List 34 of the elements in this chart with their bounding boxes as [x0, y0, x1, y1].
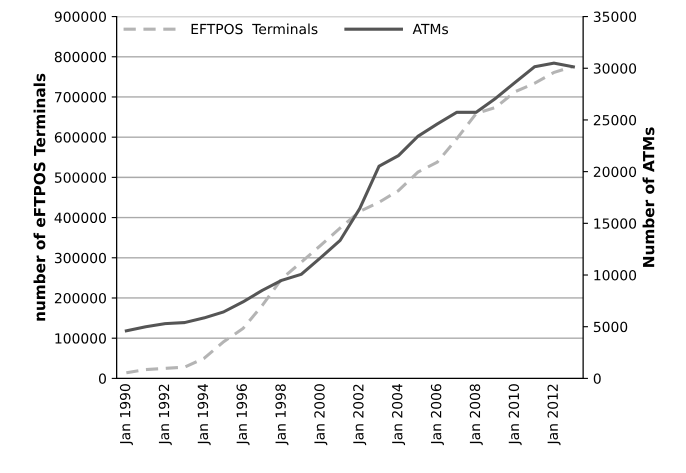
y-tick-label: 0	[98, 373, 106, 384]
y-axis-title: number of eFTPOS Terminals	[34, 74, 46, 321]
y-tick-label: 700000	[55, 92, 106, 102]
x-tick-label: Jan 2012	[547, 384, 561, 446]
y-tick-label: 600000	[54, 132, 106, 143]
x-tick-label: Jan 2000	[314, 384, 328, 446]
y2-axis-title: Number of ATMs	[642, 127, 654, 267]
y-tick-label: 500000	[54, 172, 106, 183]
x-tick-label: Jan 1994	[198, 384, 211, 446]
y2-tick-label: 20000	[594, 166, 636, 178]
x-tick-label: Jan 2010	[508, 384, 522, 446]
y2-tick-label: 5000	[594, 322, 628, 332]
y-tick-label: 100000	[55, 333, 106, 344]
x-tick-label: Jan 2006	[430, 384, 444, 446]
y-tick-label: 400000	[54, 212, 106, 224]
y2-tick-label: 15000	[594, 218, 636, 229]
y-tick-label: 800000	[54, 52, 106, 62]
x-tick-label: Jan 2004	[392, 384, 406, 446]
x-tick-label: Jan 2008	[470, 384, 483, 446]
x-tick-label: Jan 1998	[275, 384, 288, 446]
y2-tick-label: 25000	[594, 114, 636, 126]
y-tick-label: 900000	[54, 12, 106, 22]
y2-tick-label: 0	[594, 373, 601, 384]
y-tick-label: 200000	[54, 292, 106, 304]
x-tick-label: Jan 2002	[353, 384, 366, 446]
x-tick-label: Jan 1996	[236, 384, 250, 446]
y-tick-label: 300000	[54, 252, 106, 264]
y2-tick-label: 30000	[594, 63, 636, 74]
x-tick-label: Jan 1992	[158, 384, 172, 446]
x-tick-label: Jan 1990	[120, 384, 133, 446]
y2-tick-label: 35000	[594, 12, 636, 22]
legend-label: EFTPOS Terminals	[192, 24, 318, 34]
y2-tick-label: 10000	[594, 270, 636, 280]
legend-label: ATMs	[412, 24, 448, 34]
